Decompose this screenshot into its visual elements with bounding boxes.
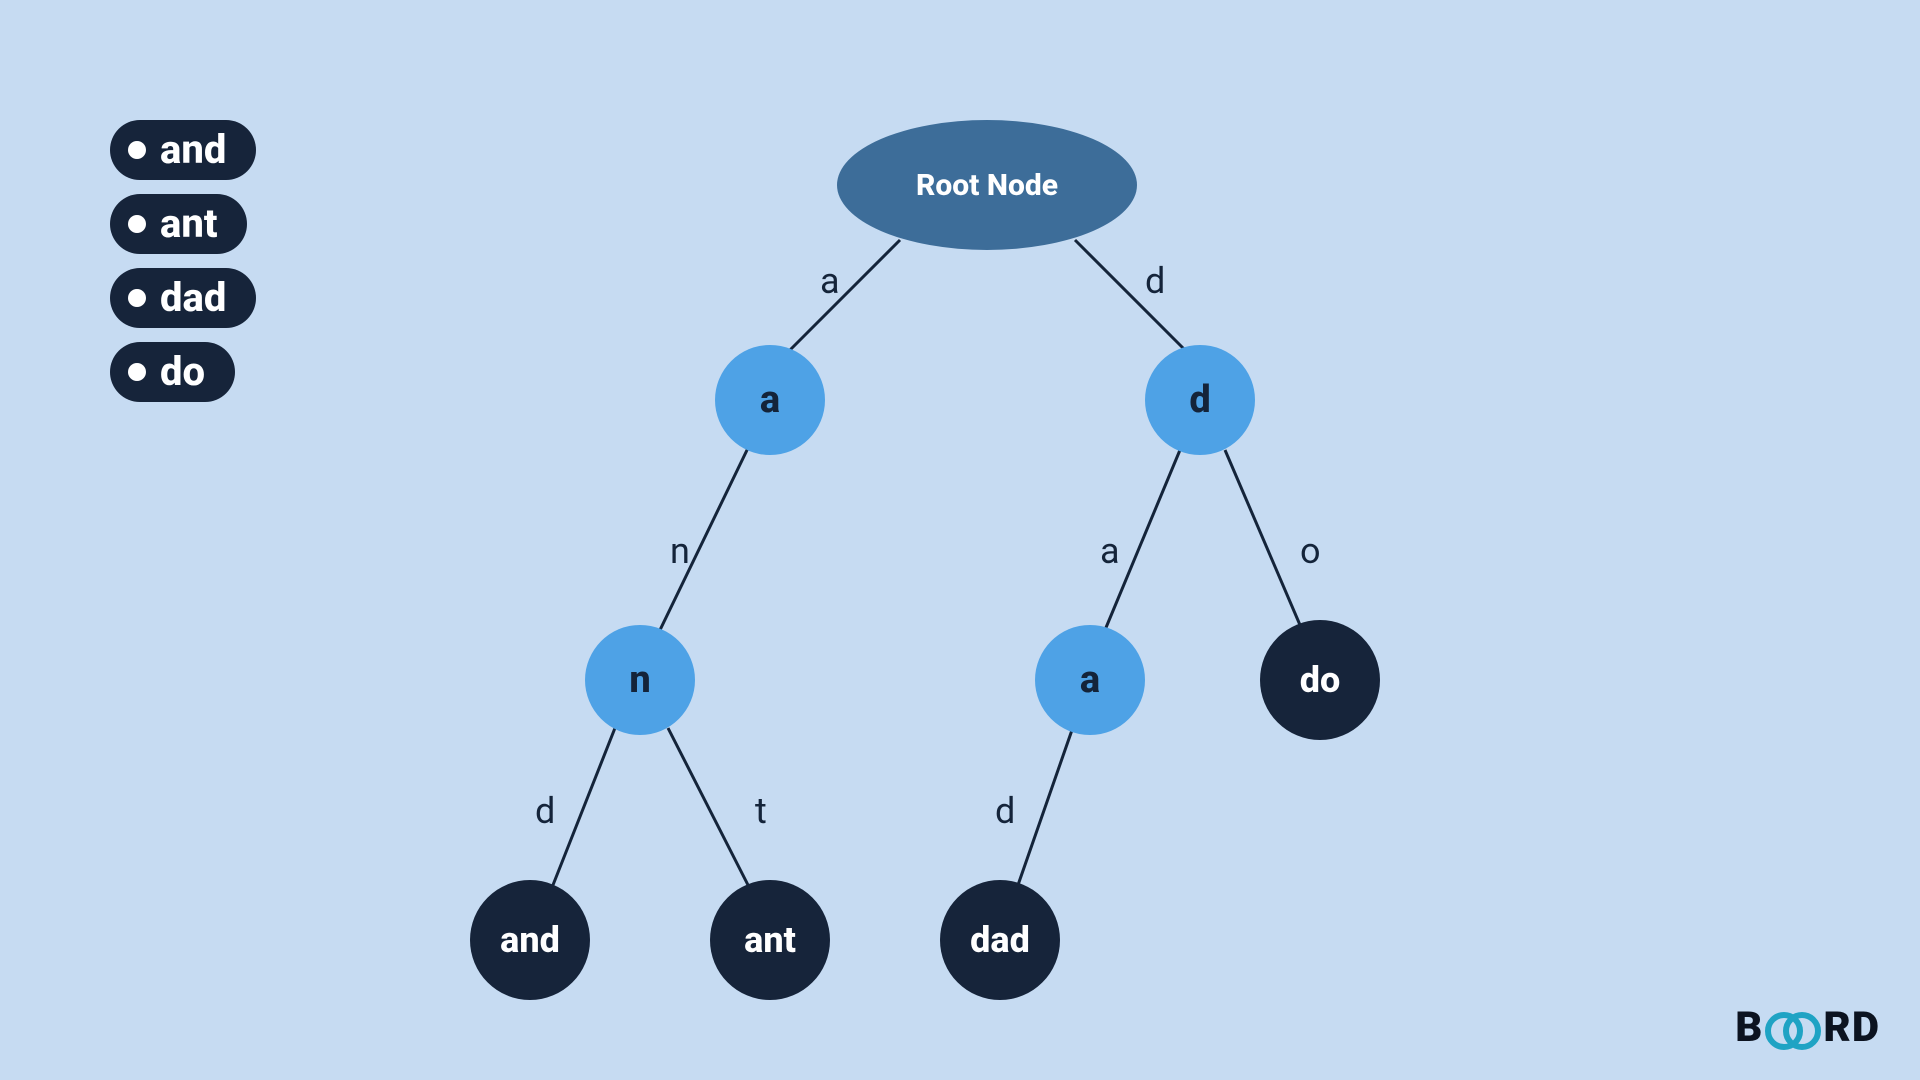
logo-left: B — [1735, 1003, 1763, 1052]
edge-label: t — [755, 790, 767, 832]
tree-node: a — [1035, 625, 1145, 735]
leaf-node: dad — [940, 880, 1060, 1000]
edge-label: o — [1300, 530, 1321, 572]
edge-label: d — [995, 790, 1015, 832]
brand-logo: B RD — [1735, 1003, 1880, 1052]
leaf-node: and — [470, 880, 590, 1000]
leaf-node: ant — [710, 880, 830, 1000]
tree-node: a — [715, 345, 825, 455]
edge-label: a — [820, 260, 840, 302]
edge-label: d — [1145, 260, 1165, 302]
tree-node: d — [1145, 345, 1255, 455]
logo-right: RD — [1823, 1003, 1880, 1052]
trie-diagram: adnaodtdRoot Nodeadnadoandantdad — [0, 0, 1920, 1080]
infinity-icon — [1765, 1013, 1821, 1043]
root-node: Root Node — [837, 120, 1137, 250]
edge-label: d — [535, 790, 555, 832]
edge-label: n — [670, 530, 690, 572]
tree-node: n — [585, 625, 695, 735]
edge-label: a — [1100, 530, 1120, 572]
leaf-node: do — [1260, 620, 1380, 740]
